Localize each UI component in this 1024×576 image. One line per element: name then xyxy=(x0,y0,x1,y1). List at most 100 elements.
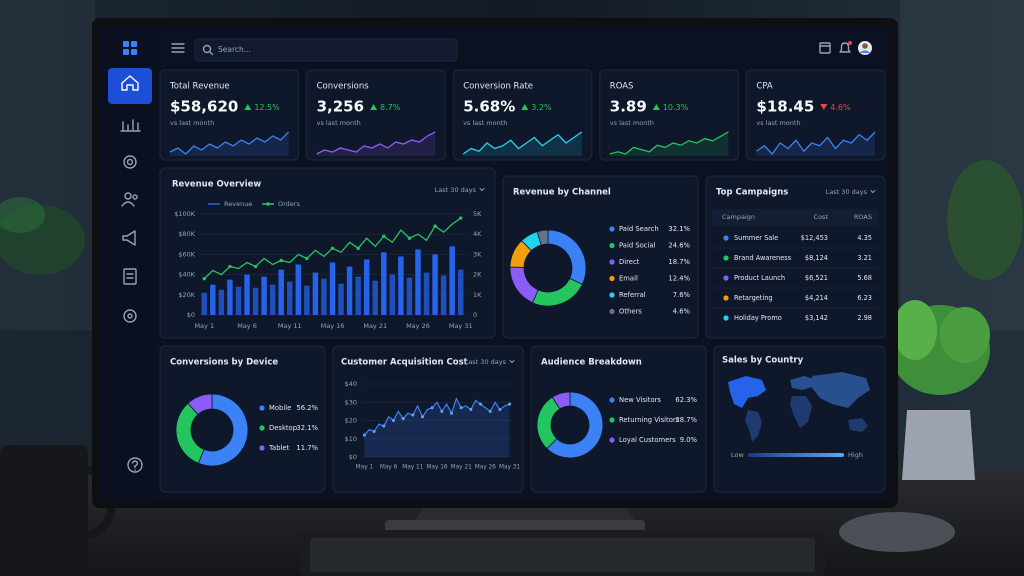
notifications-button[interactable] xyxy=(839,41,852,53)
row-dot xyxy=(723,315,729,321)
line-point xyxy=(508,402,512,406)
value-label: 28.7% xyxy=(675,416,697,424)
legend-high: High xyxy=(848,451,863,459)
calendar-button[interactable] xyxy=(819,42,831,54)
line-point xyxy=(202,276,206,281)
kpi-arrow xyxy=(652,104,660,110)
search-box[interactable] xyxy=(194,38,458,62)
kpi-note: vs last month xyxy=(170,119,214,127)
bar xyxy=(287,281,293,315)
y-tick-label: $100K xyxy=(174,210,196,218)
nav-goals[interactable] xyxy=(123,155,137,169)
panel-title: Customer Acquisition Cost xyxy=(341,358,468,368)
bar xyxy=(329,262,336,315)
donut-slice xyxy=(536,229,549,246)
legend-label: New Visitors xyxy=(619,396,661,404)
sidebar xyxy=(100,26,154,500)
bar xyxy=(201,292,208,315)
value-label: 11.7% xyxy=(296,444,318,452)
line-point xyxy=(372,429,376,433)
nav-home[interactable] xyxy=(108,68,152,104)
nav-reports[interactable] xyxy=(123,268,137,285)
y-tick-label: $40K xyxy=(178,271,195,279)
dropdown-chevron xyxy=(870,190,876,193)
bar xyxy=(398,256,404,315)
logo xyxy=(123,41,137,55)
legend-label: Referral xyxy=(619,291,646,299)
legend-label: Desktop xyxy=(269,424,297,432)
campaign-roas: 6.23 xyxy=(857,294,872,302)
y-tick-label: $80K xyxy=(178,230,195,238)
menu-button[interactable] xyxy=(171,43,185,53)
legend-label: Mobile xyxy=(269,404,291,412)
kpi-card xyxy=(599,69,739,161)
legend-label: Orders xyxy=(278,200,300,208)
value-label: 32.1% xyxy=(296,424,318,432)
legend-label: Paid Search xyxy=(619,225,659,233)
search-placeholder: Search... xyxy=(218,45,251,54)
bar xyxy=(338,283,344,315)
nav-help[interactable] xyxy=(127,457,143,473)
range-selector[interactable]: Last 30 days xyxy=(826,188,868,196)
sparkline-area xyxy=(463,132,582,156)
y-tick-label: $0 xyxy=(187,311,195,319)
bar xyxy=(278,269,284,315)
bar xyxy=(269,284,276,315)
legend-label: Revenue xyxy=(224,200,252,208)
campaign-name: Brand Awareness xyxy=(734,254,792,262)
map-region xyxy=(790,396,812,428)
bar xyxy=(432,254,438,315)
keyboard xyxy=(300,530,825,576)
kpi-card xyxy=(452,69,593,161)
y-tick-label: $10 xyxy=(345,435,357,443)
user-avatar[interactable] xyxy=(858,41,872,55)
window xyxy=(0,0,95,330)
range-selector[interactable]: Last 30 days xyxy=(435,186,477,194)
kpi-arrow xyxy=(820,104,828,110)
range-selector[interactable]: Last 30 days xyxy=(465,358,507,366)
x-tick-label: May 26 xyxy=(475,465,497,471)
nav-analytics[interactable] xyxy=(120,119,141,132)
sparkline xyxy=(462,131,583,155)
row-dot xyxy=(723,295,729,301)
campaign-name: Summer Sale xyxy=(734,234,778,242)
row-dot xyxy=(723,235,729,241)
line-point xyxy=(362,433,366,437)
x-tick-label: May 11 xyxy=(402,465,424,471)
value-label: 56.2% xyxy=(296,404,318,412)
value-label: 32.1% xyxy=(668,225,690,233)
line-point xyxy=(488,409,492,413)
line xyxy=(363,397,510,436)
legend-label: Direct xyxy=(619,258,640,266)
kpi-card xyxy=(159,69,300,161)
map-region xyxy=(728,376,766,408)
panel xyxy=(332,345,524,493)
value-label: 4.6% xyxy=(673,308,691,316)
sparkline xyxy=(316,131,436,155)
legend-dot xyxy=(609,417,615,423)
line-point xyxy=(356,246,360,251)
legend-label: Paid Social xyxy=(619,242,656,250)
y2-tick-label: 4K xyxy=(473,230,482,238)
nav-audience[interactable] xyxy=(121,192,138,207)
x-tick-label: May 1 xyxy=(356,465,374,471)
line-point xyxy=(391,419,395,422)
sparkline xyxy=(609,131,729,155)
sparkline-area xyxy=(170,132,289,156)
x-tick-label: May 31 xyxy=(499,465,521,471)
dropdown-chevron xyxy=(479,188,485,191)
panel-title: Revenue Overview xyxy=(172,180,261,190)
sparkline-area xyxy=(756,132,875,156)
x-tick-label: May 11 xyxy=(278,322,302,330)
value-label: 24.6% xyxy=(668,242,690,250)
nav-settings[interactable] xyxy=(123,309,137,323)
panel-title: Top Campaigns xyxy=(716,188,788,198)
donut-slice xyxy=(197,393,249,467)
donut-slice xyxy=(546,391,604,459)
nav-campaigns[interactable] xyxy=(122,230,136,246)
kpi-change: 10.3% xyxy=(663,103,689,112)
kpi-value: 3.89 xyxy=(610,98,647,116)
row-dot xyxy=(723,275,729,281)
value-label: 18.7% xyxy=(668,258,690,266)
campaign-cost: $12,453 xyxy=(801,234,828,242)
